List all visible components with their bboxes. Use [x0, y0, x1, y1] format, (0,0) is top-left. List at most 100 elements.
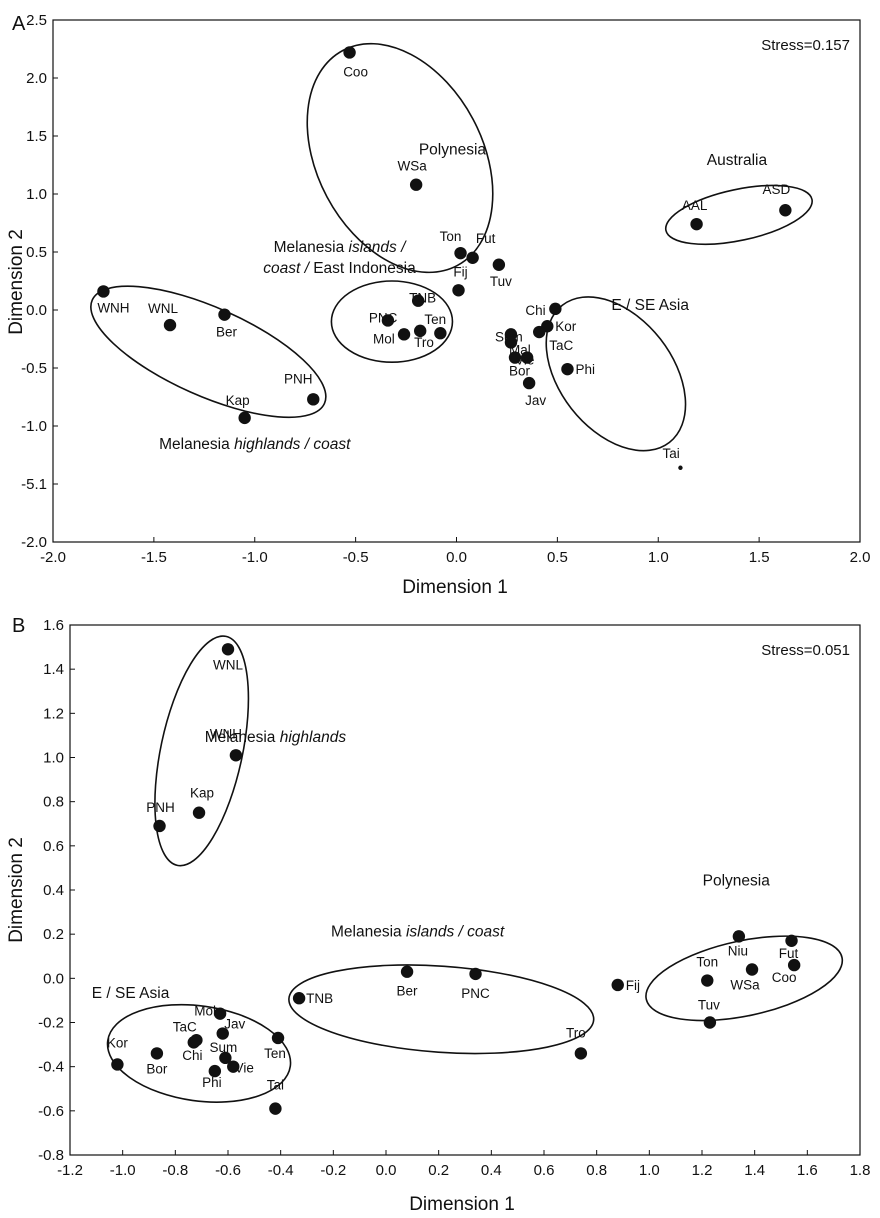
data-point-jav: [216, 1027, 229, 1040]
plot-frame: [69, 624, 861, 1156]
point-label-tac: TaC: [173, 1019, 197, 1034]
data-point-wnh: [97, 285, 110, 298]
point-label-fut: Fut: [476, 231, 496, 246]
data-point-ton: [454, 246, 467, 260]
x-tick-label: 0.5: [547, 549, 568, 566]
point-label-tro: Tro: [414, 335, 434, 350]
data-point-tro: [574, 1047, 588, 1060]
point-label-wnh: WNH: [210, 726, 242, 741]
data-point-wsa: [745, 963, 759, 976]
point-label-pnc: PNC: [461, 986, 490, 1001]
data-point-vie: [520, 351, 534, 364]
data-point-tnb: [411, 294, 425, 307]
point-label-kap: Kap: [190, 786, 214, 801]
y-tick-label: -1.0: [21, 418, 47, 435]
data-point-pnc: [381, 314, 395, 327]
data-point-mol: [397, 328, 411, 341]
point-label-coo: Coo: [772, 970, 797, 985]
x-tick-label: -0.5: [343, 549, 369, 566]
data-point-bor: [150, 1047, 164, 1060]
y-tick-label: 0.2: [43, 926, 64, 943]
point-label-phi: Phi: [575, 362, 595, 377]
point-label-tai: Tai: [662, 446, 679, 461]
data-point-niu: [732, 930, 746, 943]
y-tick-label: 1.4: [43, 661, 64, 678]
point-label-wnl: WNL: [213, 657, 243, 672]
point-label-aal: AAL: [682, 198, 708, 213]
x-tick-label: 0.2: [428, 1162, 449, 1179]
data-point-vie: [227, 1060, 240, 1073]
y-tick-label: 1.5: [26, 128, 47, 145]
y-axis-label: Dimension 2: [6, 229, 27, 335]
point-label-tuv: Tuv: [698, 998, 720, 1013]
point-label-coo: Coo: [343, 64, 368, 79]
x-tick-label: 0.8: [586, 1162, 607, 1179]
data-point-ber: [400, 965, 414, 978]
data-point-asd: [779, 204, 792, 217]
data-point-tuv: [492, 258, 506, 271]
data-point-tuv: [703, 1016, 717, 1029]
point-label-vie: Vie: [235, 1061, 254, 1076]
point-label-pnh: PNH: [146, 800, 175, 815]
point-label-niu: Niu: [728, 943, 748, 958]
chart-panel-a: A -2.0 -1.5 -1.0 -0.5 0.0 0.5 1.0 1.5 2.0 -2.0 -5.1…: [6, 12, 870, 598]
stress-value: Stress=0.051: [761, 642, 850, 659]
group-east-se-asia-ellipse: [545, 296, 687, 452]
point-label-tuv: Tuv: [490, 274, 512, 289]
y-tick-label: 1.0: [43, 750, 64, 767]
x-tick-label: -1.0: [242, 549, 268, 566]
point-label-fij: Fij: [453, 264, 467, 279]
group-melanesia-islands-label: Melanesia islands /: [274, 239, 408, 256]
data-point-fij: [452, 284, 465, 297]
point-label-mol: Mol: [194, 1004, 216, 1019]
x-tick-label: 0.4: [481, 1162, 502, 1179]
point-label-mol: Mol: [373, 331, 395, 346]
data-point-bor: [508, 351, 522, 364]
data-point-tac: [533, 325, 546, 339]
data-point-pnc: [469, 967, 482, 981]
x-tick-label: 1.6: [797, 1162, 818, 1179]
data-point-kap: [238, 411, 251, 425]
x-tick-label: 0.6: [534, 1162, 555, 1179]
data-point-coo: [343, 46, 356, 59]
point-label-ber: Ber: [216, 325, 238, 340]
data-point-pnh: [307, 393, 320, 406]
y-tick-label: 1.6: [43, 617, 64, 634]
data-point-phi: [208, 1064, 222, 1078]
group-east-se-asia-label: E / SE Asia: [611, 297, 689, 314]
point-label-ber: Ber: [397, 984, 419, 999]
group-melanesia-islands-coast-label: Melanesia islands / coast: [331, 923, 505, 940]
y-tick-label: -0.5: [21, 360, 47, 377]
data-point-ten: [434, 327, 447, 340]
data-point-wnl: [221, 643, 235, 656]
group-polynesia-ellipse: [306, 42, 494, 274]
point-label-asd: ASD: [762, 182, 790, 197]
plot-frame: [52, 19, 861, 543]
group-east-se-asia-label: E / SE Asia: [92, 985, 170, 1002]
data-point-chi: [190, 1033, 203, 1047]
data-point-aal: [690, 217, 703, 231]
x-tick-label: -0.2: [320, 1162, 346, 1179]
data-point-ber: [218, 308, 231, 321]
stress-value: Stress=0.157: [761, 37, 850, 54]
y-tick-label: 0.0: [26, 302, 47, 319]
x-tick-label: 1.2: [692, 1162, 713, 1179]
data-point-tai: [678, 465, 683, 470]
point-label-kor: Kor: [555, 319, 577, 334]
group-melanesia-islands-coast-ellipse: [288, 964, 595, 1055]
point-label-pnh: PNH: [284, 371, 313, 386]
group-melanesia-highlands-label: Melanesia highlands: [205, 729, 347, 746]
y-tick-label: -5.1: [21, 476, 47, 493]
y-tick-label: 0.6: [43, 838, 64, 855]
y-tick-label: -2.0: [21, 534, 47, 551]
data-point-ten: [271, 1031, 285, 1045]
point-label-fut: Fut: [779, 946, 799, 961]
point-label-ton: Ton: [696, 955, 718, 970]
group-melanesia-highlands-label: Melanesia highlands / coast: [159, 436, 351, 453]
y-tick-label: 0.5: [26, 244, 47, 261]
data-point-mol: [213, 1007, 227, 1020]
data-point-ton: [701, 974, 714, 987]
data-point-tnb: [292, 992, 306, 1005]
x-tick-label: -2.0: [40, 549, 66, 566]
y-tick-label: 2.5: [26, 12, 47, 29]
